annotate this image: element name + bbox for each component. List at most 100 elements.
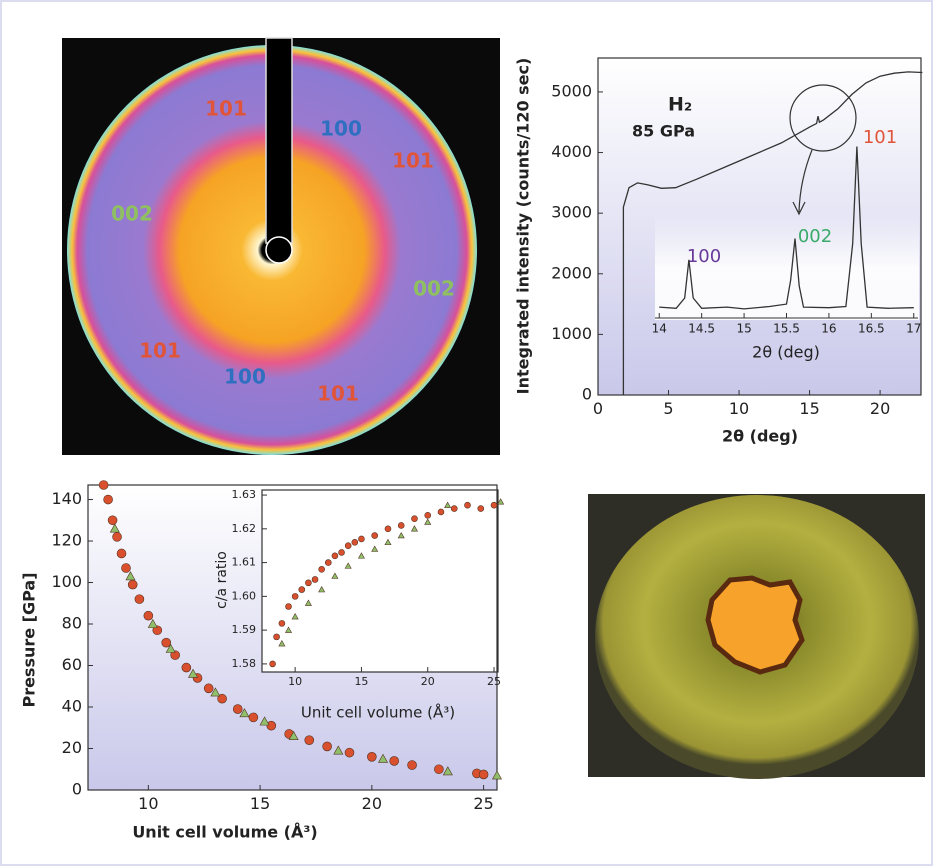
data-point <box>304 735 315 746</box>
y-tick-label: 1.58 <box>232 657 257 670</box>
data-point <box>384 538 392 546</box>
y-tick-label: 1.59 <box>232 623 257 636</box>
data-point <box>384 525 392 533</box>
y-axis-label: Integrated intensity (counts/120 sec) <box>514 58 533 395</box>
data-point <box>497 498 505 505</box>
x-tick-label: 20 <box>362 794 382 813</box>
data-point <box>147 618 158 628</box>
data-point <box>304 599 312 606</box>
plot-frame <box>597 57 922 396</box>
y-tick-label: 1000 <box>551 324 592 343</box>
x-tick-label: 15 <box>354 675 368 688</box>
x-tick-label: 14.5 <box>688 321 715 335</box>
ring-label: 002 <box>413 277 455 301</box>
data-point <box>121 563 131 573</box>
x-axis-label: 2θ (deg) <box>752 343 820 362</box>
data-point <box>464 501 471 509</box>
y-tick-label: 0 <box>582 385 592 404</box>
data-point <box>210 687 221 697</box>
data-point <box>181 662 192 673</box>
x-tick-label: 20 <box>421 675 435 688</box>
data-line <box>659 146 914 310</box>
y-tick-label: 60 <box>62 655 82 674</box>
data-point <box>358 535 365 543</box>
plot-frame <box>261 489 499 673</box>
peak-label: 101 <box>863 127 897 148</box>
inset-background <box>262 490 498 672</box>
data-point <box>288 730 299 740</box>
data-point <box>127 579 138 590</box>
data-point <box>442 766 453 776</box>
data-point <box>357 552 365 559</box>
chart-title: H₂ <box>668 94 692 116</box>
zoom-circle <box>789 84 857 152</box>
peak-label: 002 <box>798 226 832 247</box>
data-point <box>410 525 418 532</box>
zoom-arrow <box>792 149 813 216</box>
y-tick-label: 1.60 <box>232 589 257 602</box>
data-point <box>305 579 312 587</box>
data-point <box>389 756 399 766</box>
chart-subtitle: 85 GPa <box>632 122 695 141</box>
ring-label: 101 <box>205 97 247 121</box>
data-point <box>239 708 250 718</box>
data-point <box>333 745 344 755</box>
y-tick-label: 2000 <box>551 263 592 282</box>
x-tick-label: 15 <box>799 399 819 418</box>
y-tick-label: 140 <box>51 489 82 508</box>
peak-label: 100 <box>687 246 721 267</box>
y-tick-label: 3000 <box>551 203 592 222</box>
data-point <box>371 545 379 552</box>
data-point <box>266 720 277 731</box>
x-tick-label: 0 <box>593 399 603 418</box>
data-point <box>351 539 359 546</box>
y-axis-label: c/a ratio <box>214 551 230 609</box>
data-point <box>291 593 299 600</box>
y-tick-label: 120 <box>51 531 82 550</box>
data-point <box>324 559 332 566</box>
data-point <box>477 505 485 512</box>
sample-image <box>588 494 925 779</box>
x-axis-label: Unit cell volume (Å³) <box>132 823 317 842</box>
data-point <box>344 747 355 758</box>
data-point <box>188 668 199 678</box>
data-point <box>444 501 452 508</box>
x-tick-label: 25 <box>473 794 493 813</box>
y-tick-label: 1.61 <box>232 556 257 569</box>
data-point <box>152 625 163 636</box>
y-tick-label: 100 <box>51 572 82 591</box>
data-point <box>407 760 417 770</box>
x-tick-label: 15 <box>736 321 751 335</box>
data-point <box>116 548 127 559</box>
ring-label: 101 <box>139 339 181 363</box>
data-point <box>161 637 172 648</box>
diffraction-image <box>62 37 500 455</box>
x-tick-label: 16.5 <box>858 321 885 335</box>
data-point <box>125 571 136 581</box>
data-point <box>490 501 498 509</box>
data-point <box>285 626 293 633</box>
data-point <box>331 572 339 579</box>
plot-frame <box>87 484 498 791</box>
x-tick-label: 20 <box>870 399 890 418</box>
data-point <box>437 508 445 516</box>
data-point <box>318 566 325 573</box>
data-point <box>278 620 286 627</box>
data-point <box>232 704 243 714</box>
data-point <box>424 512 432 519</box>
y-tick-label: 5000 <box>551 81 592 100</box>
data-point <box>478 769 489 780</box>
ring-label: 100 <box>224 365 266 389</box>
data-point <box>378 753 389 763</box>
data-point <box>397 531 405 539</box>
y-axis-label: Pressure [GPa] <box>20 572 39 707</box>
data-point <box>338 549 345 556</box>
data-point <box>450 505 458 512</box>
y-tick-label: 40 <box>62 697 82 716</box>
data-point <box>273 633 280 641</box>
data-point <box>344 542 352 550</box>
data-point <box>112 532 122 542</box>
x-tick-label: 17 <box>906 321 921 335</box>
data-point <box>291 613 299 620</box>
